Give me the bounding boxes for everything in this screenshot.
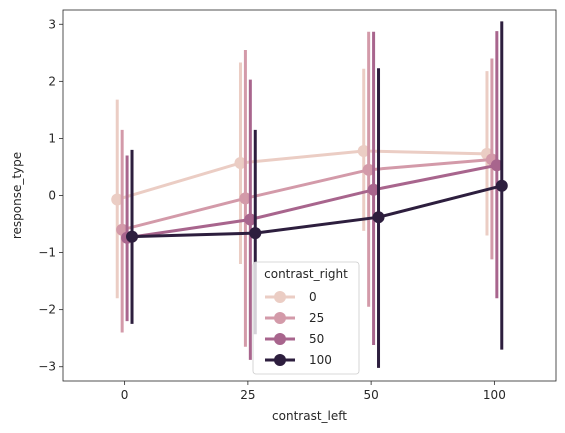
x-tick-label-0: 0 xyxy=(121,388,129,402)
x-axis-label: contrast_left xyxy=(272,409,347,423)
legend-entry-100: 100 xyxy=(265,353,332,367)
point-0-0 xyxy=(111,193,124,206)
series-line-0 xyxy=(116,149,488,201)
x-tick-label-100: 100 xyxy=(483,388,506,402)
y-tick-label-1: 1 xyxy=(48,131,56,145)
point-100-0 xyxy=(126,230,139,243)
y-tick-label--3: −3 xyxy=(38,360,56,374)
legend-label-0: 0 xyxy=(309,290,317,304)
series-line-25 xyxy=(121,158,493,232)
legend-marker-50 xyxy=(274,333,286,345)
legend-label-50: 50 xyxy=(309,332,324,346)
legend-entry-0: 0 xyxy=(265,290,317,304)
point-50-100 xyxy=(490,159,503,172)
series-line-50 xyxy=(126,163,498,240)
plot-marks xyxy=(111,21,508,368)
point-0-50 xyxy=(357,144,370,157)
x-tick-label-50: 50 xyxy=(363,388,378,402)
axes: 0 25 50 100 −3 −2 −1 0 1 2 3 xyxy=(38,17,506,402)
legend-marker-100 xyxy=(274,354,286,366)
y-tick-label--1: −1 xyxy=(38,246,56,260)
legend-entry-50: 50 xyxy=(265,332,324,346)
legend-marker-25 xyxy=(274,312,286,324)
legend-label-100: 100 xyxy=(309,353,332,367)
legend-title: contrast_right xyxy=(264,267,348,281)
point-50-50 xyxy=(367,183,380,196)
series-50 xyxy=(121,31,503,360)
y-tick-label--2: −2 xyxy=(38,303,56,317)
y-tick-label-0: 0 xyxy=(48,189,56,203)
y-tick-label-3: 3 xyxy=(48,17,56,31)
legend-box xyxy=(252,261,360,375)
series-25 xyxy=(116,31,498,347)
point-100-25 xyxy=(249,227,262,240)
legend-entries: 0 25 50 100 xyxy=(265,290,332,367)
point-100-100 xyxy=(495,179,508,192)
point-25-50 xyxy=(362,163,375,176)
series-0 xyxy=(111,62,493,299)
x-tick-label-25: 25 xyxy=(240,388,255,402)
legend-label-25: 25 xyxy=(309,311,324,325)
series-line-100 xyxy=(131,184,503,239)
legend-entry-25: 25 xyxy=(265,311,324,325)
legend: contrast_right 0 25 50 100 xyxy=(252,261,360,375)
point-100-50 xyxy=(372,211,385,224)
point-25-25 xyxy=(239,192,252,205)
point-0-25 xyxy=(234,156,247,169)
y-tick-label-2: 2 xyxy=(48,74,56,88)
point-50-25 xyxy=(244,213,257,226)
y-axis-label: response_type xyxy=(10,152,24,239)
legend-marker-0 xyxy=(274,291,286,303)
